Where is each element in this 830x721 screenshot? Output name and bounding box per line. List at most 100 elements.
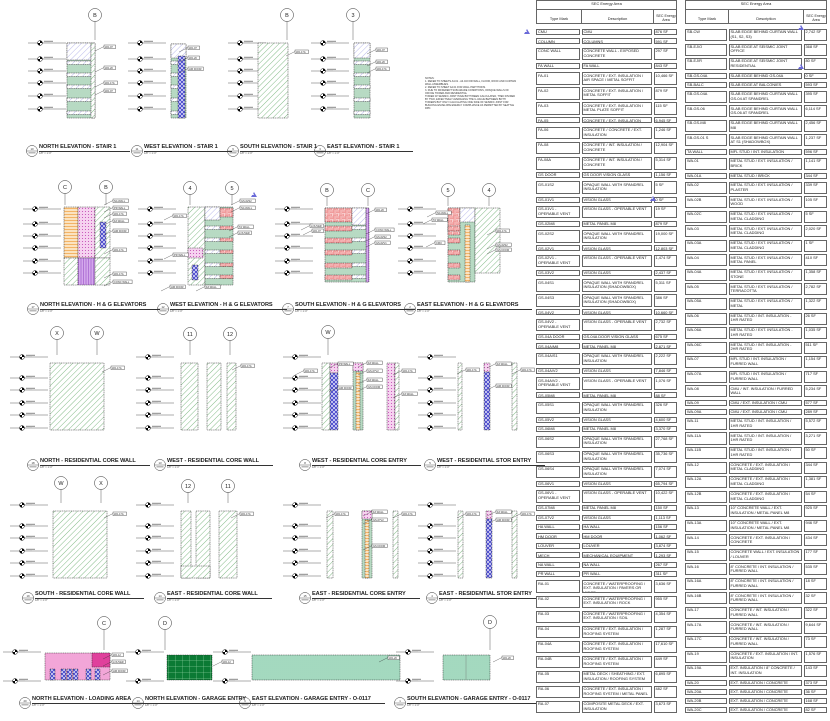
view-number: 8 <box>304 461 306 465</box>
view-scale: 1/8" = 1'-0" <box>252 704 265 707</box>
description-cell: CONCRETE / INT. INSULATION / CONCRETE <box>581 156 652 170</box>
energy-area-cell: 82 SF <box>803 706 827 713</box>
tag-box <box>110 365 125 370</box>
assembly-tag: WA-17A <box>241 512 251 516</box>
type-mark-cell: WA-05 <box>685 283 727 296</box>
grid-bubble <box>320 183 334 197</box>
level-marker-fill <box>407 233 413 239</box>
slab-edge-strip <box>447 262 461 269</box>
assembly-region <box>361 510 373 520</box>
slab-edge-strip <box>351 249 367 254</box>
description-cell: SLAB EDGE BEHIND CURTAIN WALL M8 <box>728 119 802 132</box>
tag-box <box>239 205 256 210</box>
description-cell: METAL PANEL M8 <box>581 426 652 433</box>
description-cell: CONCRETE / EXT. INSULATION <box>581 117 652 124</box>
tag-leader <box>94 90 105 96</box>
assembly-tag: HM DOOR <box>189 67 202 71</box>
tag-box <box>240 363 255 368</box>
tag-box <box>337 385 354 390</box>
level-label <box>152 387 161 389</box>
level-elevation <box>26 504 32 506</box>
type-mark-cell: FA-06 <box>536 126 580 140</box>
schedule-row: WA-20B EXT. INSULATION / CONCRETE 168 SF <box>685 697 827 705</box>
schedule-row: GS-06V1 VISION GLASS 65,794 SF <box>536 480 677 488</box>
level-marker-fill <box>320 56 326 62</box>
energy-area-cell: 3,370 SF <box>653 426 677 433</box>
level-elevation <box>152 537 158 539</box>
schedule-row: GS-04V2 - OPERABLE VENT VISION GLASS - OP… <box>536 318 677 332</box>
assembly-region <box>474 207 501 274</box>
schedule-row: FA-03 CONCRETE / EXT. INSULATION / METAL … <box>536 102 677 115</box>
level-elevation <box>299 537 305 539</box>
energy-area-cell: 1,322 SF <box>803 297 827 310</box>
view-scale: 1/8" = 1'-0" <box>145 704 158 707</box>
energy-area-cell: 3,271 SF <box>803 432 827 445</box>
schedule-row: SB-CW SLAB EDGE BEHIND CURTAIN WALL (S1, … <box>685 29 827 42</box>
level-marker-fill <box>145 573 151 579</box>
description-cell: CONCRETE / EXT. INSULATION / METAL CLADD… <box>728 490 802 503</box>
tag-box <box>374 207 387 212</box>
level-elevation <box>434 427 440 429</box>
grid-bubble <box>183 327 197 341</box>
type-mark-cell: WA-02B <box>685 196 727 209</box>
level-label <box>291 245 300 247</box>
slab-edge-strip <box>447 274 461 281</box>
sheet-reference <box>159 310 167 312</box>
level-elevation <box>152 504 158 506</box>
tag-box <box>465 511 480 516</box>
level-label <box>434 535 443 537</box>
assembly-region <box>72 668 79 681</box>
view-title: NORTH ELEVATION - STAIR 1 <box>39 144 131 152</box>
type-mark-cell: WA-12B <box>685 490 727 503</box>
description-cell: GS DOOR VISION GLASS <box>581 172 652 179</box>
description-cell: VISION GLASS <box>581 196 652 203</box>
level-elevation <box>244 108 250 110</box>
assembly-region <box>187 247 204 259</box>
description-cell: OPAQUE WALL WITH SPANDREL INSULATION <box>581 435 652 449</box>
level-marker-fill <box>427 560 433 566</box>
level-elevation <box>154 272 160 274</box>
grid-bubble <box>94 476 108 490</box>
level-label <box>244 56 253 58</box>
tag-leader <box>456 513 467 519</box>
level-marker-fill <box>284 258 290 264</box>
level-marker-fill <box>427 548 433 554</box>
level-marker-fill <box>284 206 290 212</box>
tag-leader <box>103 213 114 219</box>
schedule-row: WA-20 EXT. INSULATION / CONCRETE 373 SF <box>685 679 827 687</box>
level-marker-fill <box>427 425 433 431</box>
schedule-row: WA-01 METAL STUD / EXT. INSULATION / BRIC… <box>685 158 827 171</box>
tag-box <box>520 511 535 516</box>
tag-box <box>520 367 535 372</box>
tag-box <box>375 59 388 64</box>
view-number: 14 <box>158 594 162 598</box>
level-elevation <box>229 651 235 653</box>
level-label <box>434 387 443 389</box>
tag-box <box>371 509 388 514</box>
level-marker-fill <box>145 412 151 418</box>
assembly-tag: FA WALL <box>114 219 125 223</box>
energy-area-cell: 434 SF <box>803 534 827 547</box>
description-cell: METAL STUD / INT. INSULATION - 1HR RATED <box>728 312 802 325</box>
level-elevation <box>152 562 158 564</box>
assembly-tag: WA-17A <box>497 229 507 233</box>
tag-leader <box>486 519 497 525</box>
level-marker-fill <box>292 573 298 579</box>
energy-area-cell: 2,732 SF <box>653 318 677 332</box>
schedule-row: WA-12A CONCRETE / EXT. INSULATION / METAL… <box>685 476 827 489</box>
description-cell: VISION GLASS - OPERABLE VENT <box>581 254 652 268</box>
tag-leader <box>456 369 467 375</box>
schedule-row: GS-06S4 OPAQUE WALL WITH SPANDREL INSULAT… <box>536 465 677 479</box>
level-label <box>39 245 48 247</box>
sheet-reference <box>428 599 436 601</box>
level-marker-fill <box>407 245 413 251</box>
type-mark-cell: GS-05V2 <box>536 416 580 423</box>
tag-leader <box>178 68 189 74</box>
column-header: Description <box>728 10 803 23</box>
tag-box <box>112 271 127 276</box>
sheet-reference <box>406 310 414 312</box>
slab-edge-strip <box>204 225 221 230</box>
level-marker-fill <box>145 535 151 541</box>
energy-area-cell: 1,246 SF <box>653 126 677 140</box>
level-elevation <box>39 235 45 237</box>
